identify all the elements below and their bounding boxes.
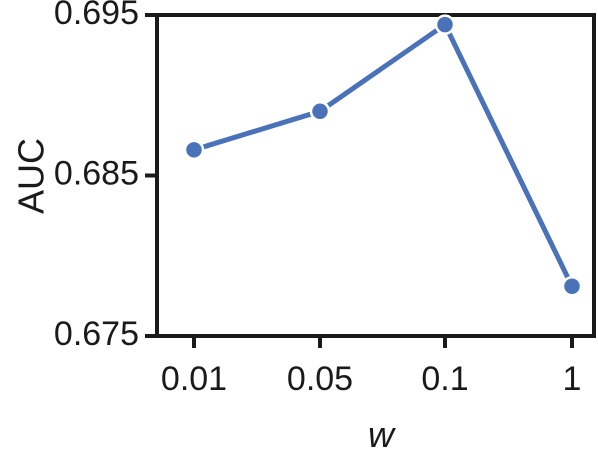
x-axis-title: w — [368, 414, 396, 455]
x-tick-label-2: 0.1 — [421, 360, 468, 398]
plot-frame — [155, 13, 596, 338]
x-tick-label-1: 0.05 — [287, 360, 353, 398]
data-point-3 — [561, 275, 583, 297]
data-point-0 — [183, 139, 205, 161]
y-tick-label-0: 0.675 — [54, 315, 139, 353]
y-axis-title: AUC — [11, 138, 52, 214]
data-point-1 — [309, 101, 331, 122]
x-tick-label-3: 1 — [563, 360, 582, 398]
y-tick-label-1: 0.685 — [54, 154, 139, 192]
data-point-2 — [434, 14, 456, 35]
y-tick-label-2: 0.695 — [54, 0, 139, 32]
x-tick-label-0: 0.01 — [161, 360, 227, 398]
series-line-0 — [191, 22, 575, 289]
